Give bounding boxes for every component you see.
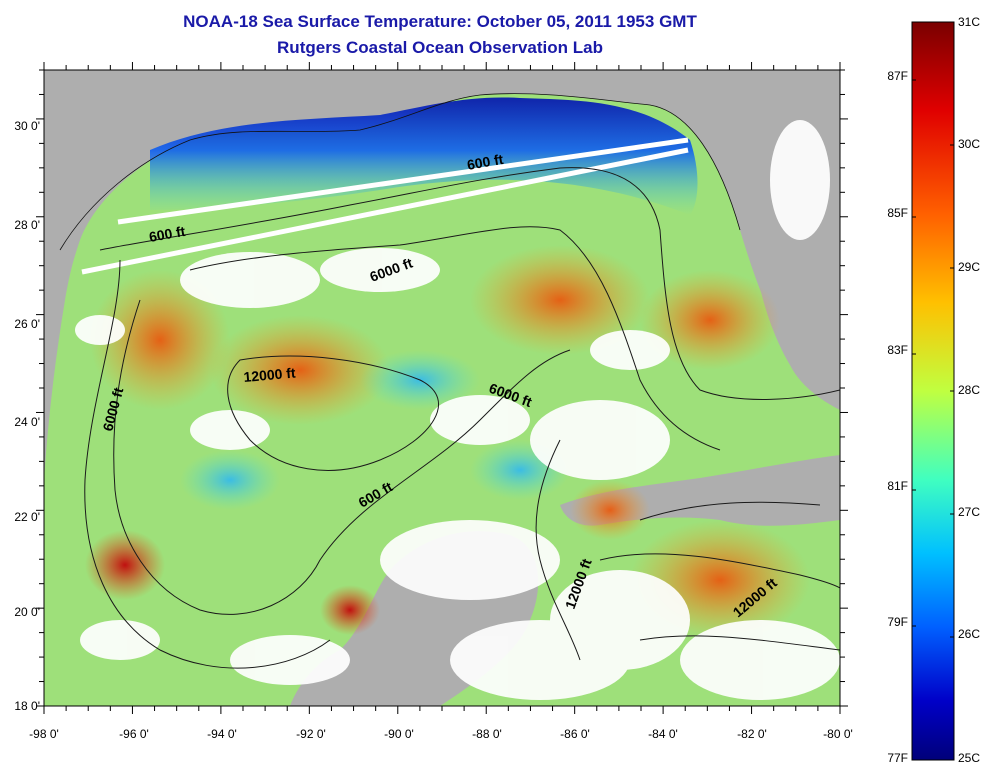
colorbar-fahrenheit-label: 81F xyxy=(887,479,908,493)
lon-tick-label: -88 0' xyxy=(472,727,502,741)
contour-label: 600 ft xyxy=(148,223,187,245)
lon-tick-label: -98 0' xyxy=(29,727,59,741)
colorbar-fahrenheit-label: 87F xyxy=(887,69,908,83)
colorbar-fahrenheit-label: 83F xyxy=(887,343,908,357)
lon-tick-label: -82 0' xyxy=(737,727,767,741)
lat-tick-label: 24 0' xyxy=(14,415,40,429)
colorbar-celsius-label: 26C xyxy=(958,627,980,641)
colorbar-celsius-label: 29C xyxy=(958,260,980,274)
contour-label: 600 ft xyxy=(466,151,505,173)
depth-contours xyxy=(84,167,840,669)
lon-tick-label: -84 0' xyxy=(648,727,678,741)
map-area: 600 ft 600 ft 6000 ft 12000 ft 6000 ft 6… xyxy=(44,70,840,706)
cloud-mask xyxy=(75,120,840,700)
lon-tick-label: -96 0' xyxy=(119,727,149,741)
colorbar: 31C 30C 29C 28C 27C 26C 25C 87F 85F 83F … xyxy=(887,15,980,765)
map-title: NOAA-18 Sea Surface Temperature: October… xyxy=(183,12,697,31)
colorbar-celsius-label: 27C xyxy=(958,505,980,519)
contour-label: 12000 ft xyxy=(243,364,297,385)
colorbar-celsius-label: 25C xyxy=(958,751,980,765)
map-subtitle: Rutgers Coastal Ocean Observation Lab xyxy=(277,38,603,57)
lat-tick-label: 28 0' xyxy=(14,218,40,232)
colorbar-fahrenheit-label: 77F xyxy=(887,751,908,765)
colorbar-fahrenheit-label: 79F xyxy=(887,615,908,629)
colorbar-fahrenheit-label: 85F xyxy=(887,206,908,220)
lon-tick-label: -80 0' xyxy=(823,727,853,741)
colorbar-celsius-label: 28C xyxy=(958,383,980,397)
lon-tick-label: -94 0' xyxy=(207,727,237,741)
lat-tick-label: 26 0' xyxy=(14,317,40,331)
lat-tick-label: 18 0' xyxy=(14,699,40,713)
lat-tick-label: 20 0' xyxy=(14,605,40,619)
lon-tick-label: -86 0' xyxy=(560,727,590,741)
lat-tick-label: 30 0' xyxy=(14,119,40,133)
lat-tick-label: 22 0' xyxy=(14,510,40,524)
colorbar-gradient xyxy=(911,21,955,761)
colorbar-celsius-label: 31C xyxy=(958,15,980,29)
colorbar-celsius-label: 30C xyxy=(958,137,980,151)
lon-tick-label: -92 0' xyxy=(296,727,326,741)
lon-tick-label: -90 0' xyxy=(384,727,414,741)
